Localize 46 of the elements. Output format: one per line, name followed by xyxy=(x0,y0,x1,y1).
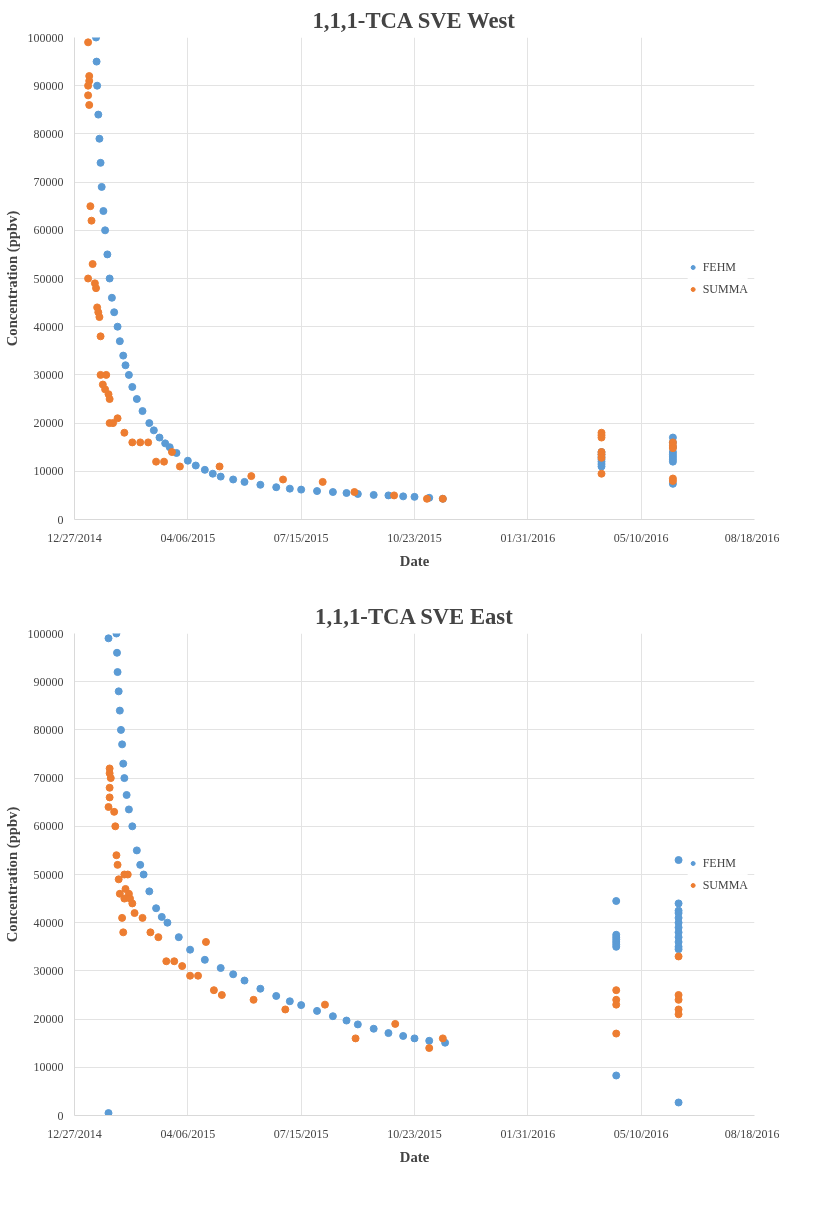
y-tick-label: 80000 xyxy=(33,722,64,737)
y-tick-label: 40000 xyxy=(33,319,64,334)
x-tick-label: 12/27/2014 xyxy=(47,1126,102,1141)
y-axis-title: Concentration (ppbv) xyxy=(3,210,21,347)
y-tick-label: 0 xyxy=(57,1108,64,1123)
legend-label: SUMMA xyxy=(702,281,748,297)
legend-label: SUMMA xyxy=(702,877,748,893)
x-tick-label: 05/10/2016 xyxy=(613,1126,669,1141)
y-tick-label: 60000 xyxy=(33,223,64,238)
x-tick-label: 10/23/2015 xyxy=(387,530,442,545)
y-axis-title: Concentration (ppbv) xyxy=(3,806,21,943)
chart-title: 1,1,1-TCA SVE West xyxy=(312,7,516,33)
y-tick-label: 20000 xyxy=(33,416,64,431)
y-tick-label: 20000 xyxy=(33,1012,64,1027)
y-tick-label: 60000 xyxy=(33,819,64,834)
x-axis-title: Date xyxy=(399,552,430,569)
x-tick-label: 07/15/2015 xyxy=(273,1126,329,1141)
x-tick-label: 04/06/2015 xyxy=(160,1126,216,1141)
y-tick-label: 0 xyxy=(57,512,64,527)
y-tick-label: 50000 xyxy=(33,271,64,286)
x-tick-label: 12/27/2014 xyxy=(47,530,102,545)
legend-label: FEHM xyxy=(702,259,736,275)
x-tick-label: 08/18/2016 xyxy=(724,1126,780,1141)
x-tick-label: 10/23/2015 xyxy=(387,1126,442,1141)
x-tick-label: 08/18/2016 xyxy=(724,530,780,545)
y-tick-label: 30000 xyxy=(33,963,64,978)
y-tick-label: 90000 xyxy=(33,78,64,93)
y-tick-label: 100000 xyxy=(27,626,64,641)
y-tick-label: 100000 xyxy=(27,30,64,45)
x-tick-label: 01/31/2016 xyxy=(500,530,556,545)
y-tick-label: 40000 xyxy=(33,915,64,930)
x-tick-label: 01/31/2016 xyxy=(500,1126,556,1141)
y-tick-label: 70000 xyxy=(33,771,64,786)
legend-label: FEHM xyxy=(702,855,736,871)
y-tick-label: 80000 xyxy=(33,126,64,141)
x-axis-title: Date xyxy=(399,1148,430,1165)
y-tick-label: 70000 xyxy=(33,175,64,190)
y-tick-label: 10000 xyxy=(33,1060,64,1075)
y-tick-label: 30000 xyxy=(33,367,64,382)
y-tick-label: 50000 xyxy=(33,867,64,882)
x-tick-label: 05/10/2016 xyxy=(613,530,669,545)
y-tick-label: 10000 xyxy=(33,464,64,479)
x-tick-label: 07/15/2015 xyxy=(273,530,329,545)
y-tick-label: 90000 xyxy=(33,674,64,689)
x-tick-label: 04/06/2015 xyxy=(160,530,216,545)
chart-title: 1,1,1-TCA SVE East xyxy=(315,603,514,629)
